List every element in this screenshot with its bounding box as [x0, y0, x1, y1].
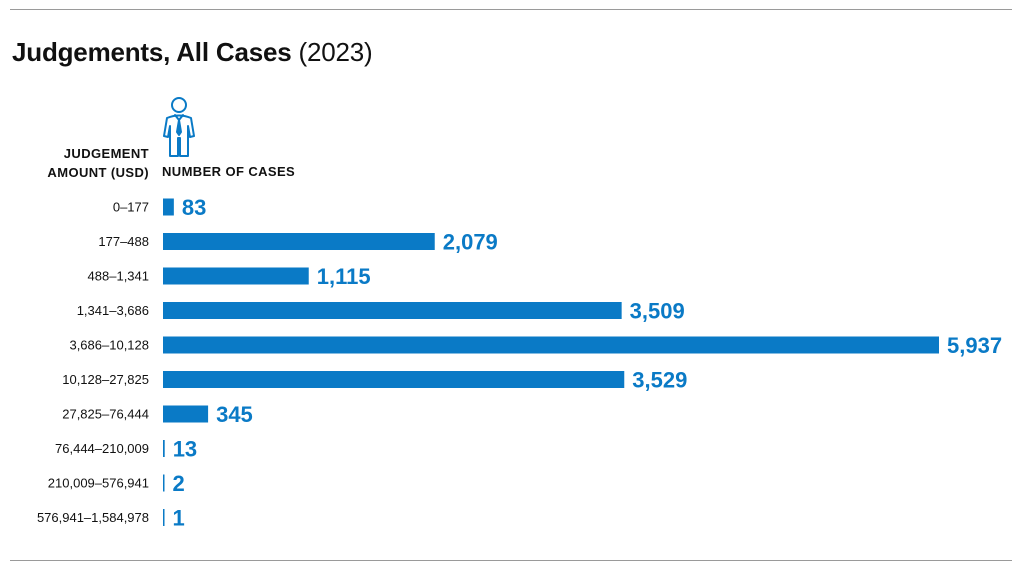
category-label: 76,444–210,009 — [55, 441, 149, 456]
bar — [163, 233, 435, 250]
value-label: 2,079 — [443, 230, 498, 255]
bar — [163, 509, 165, 526]
category-label: 210,009–576,941 — [48, 476, 149, 491]
bar — [163, 474, 165, 492]
value-label: 2 — [173, 471, 185, 496]
chart-title: Judgements, All Cases (2023) — [12, 37, 373, 68]
value-label: 1 — [173, 506, 185, 531]
value-label: 3,509 — [630, 299, 685, 324]
chart-title-year: (2023) — [298, 37, 373, 67]
value-label: 13 — [173, 437, 197, 462]
value-label: 83 — [182, 195, 206, 220]
category-label: 3,686–10,128 — [69, 338, 149, 353]
person-icon — [163, 97, 195, 157]
bottom-divider — [10, 560, 1012, 561]
top-divider — [10, 9, 1012, 10]
category-header-line1: JUDGEMENT — [63, 146, 149, 161]
value-label: 1,115 — [317, 264, 371, 289]
value-header: NUMBER OF CASES — [162, 164, 296, 179]
category-label: 10,128–27,825 — [62, 372, 149, 387]
value-label: 3,529 — [632, 368, 687, 393]
bar — [163, 336, 939, 354]
category-label: 576,941–1,584,978 — [37, 510, 149, 525]
category-label: 27,825–76,444 — [62, 407, 149, 422]
value-label: 5,937 — [947, 333, 1002, 358]
category-label: 0–177 — [113, 200, 149, 215]
bar — [163, 267, 309, 285]
chart-title-main: Judgements, All Cases — [12, 37, 292, 67]
category-label: 488–1,341 — [88, 269, 149, 284]
bar — [163, 371, 625, 388]
category-header-line2: AMOUNT (USD) — [47, 165, 149, 180]
category-label: 1,341–3,686 — [77, 303, 149, 318]
bar — [163, 302, 622, 319]
bar — [163, 198, 174, 216]
bar — [163, 440, 165, 457]
value-label: 345 — [216, 402, 253, 427]
category-label: 177–488 — [98, 234, 149, 249]
bar — [163, 405, 209, 423]
